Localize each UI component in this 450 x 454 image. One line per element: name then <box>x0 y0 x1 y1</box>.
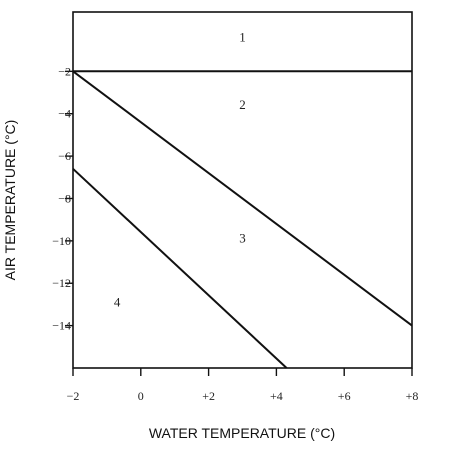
y-tick-label-4: −10 <box>52 234 71 248</box>
y-tick-label-5: −12 <box>52 276 71 290</box>
boundary-line-2 <box>72 70 413 327</box>
boundary-line-3 <box>72 168 288 369</box>
series-layer <box>72 70 413 369</box>
plot-frame <box>72 11 413 369</box>
plot-border <box>72 11 413 369</box>
y-tick-label-0: −2 <box>58 64 71 78</box>
region-label-2: 2 <box>239 97 246 112</box>
y-axis-title: AIR TEMPERATURE (°C) <box>2 120 18 281</box>
y-axis: −2 −4 −6 −8 −10 −12 −14 <box>52 64 73 333</box>
x-tick-label-1: 0 <box>138 389 144 403</box>
y-tick-label-1: −4 <box>58 107 71 121</box>
x-tick-label-4: +6 <box>338 389 351 403</box>
region-label-4: 4 <box>114 294 121 309</box>
x-axis-title: WATER TEMPERATURE (°C) <box>149 425 335 441</box>
region-label-3: 3 <box>239 231 246 246</box>
y-tick-label-2: −6 <box>58 149 71 163</box>
x-tick-label-0: −2 <box>67 389 80 403</box>
x-axis: −2 0 +2 +4 +6 +8 <box>67 368 419 403</box>
x-tick-label-5: +8 <box>406 389 419 403</box>
region-labels: 1 2 3 4 <box>114 29 246 309</box>
y-tick-label-3: −8 <box>58 191 71 205</box>
x-tick-label-3: +4 <box>270 389 283 403</box>
y-tick-label-6: −14 <box>52 319 71 333</box>
region-label-1: 1 <box>239 29 246 44</box>
x-tick-label-2: +2 <box>202 389 215 403</box>
